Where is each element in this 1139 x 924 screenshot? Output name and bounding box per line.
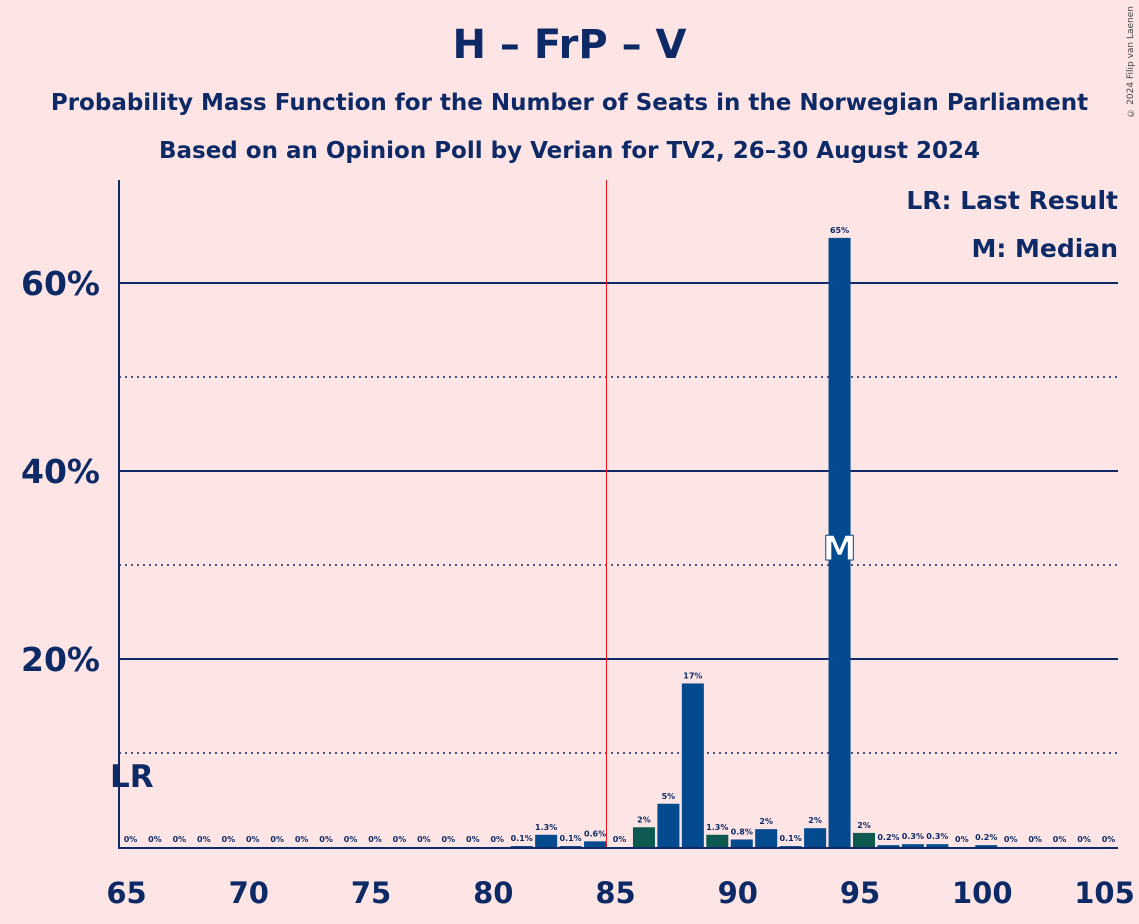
bar-value-label: 0%: [1028, 835, 1042, 844]
bar-value-label: 2%: [857, 821, 871, 830]
bar-value-label: 0%: [148, 835, 162, 844]
bar: [584, 841, 607, 847]
bar-value-label: 0.3%: [902, 832, 924, 841]
bar-value-label: 0%: [246, 835, 260, 844]
x-tick-label: 65: [106, 876, 146, 910]
bar: [657, 803, 680, 847]
bar-value-label: 1.3%: [535, 823, 557, 832]
bar-value-label: 0%: [124, 835, 138, 844]
bar-value-label: 0.8%: [731, 827, 753, 836]
bar-value-label: 0%: [197, 835, 211, 844]
bar: [853, 832, 875, 847]
bar-value-label: 0.2%: [877, 833, 899, 842]
x-tick-label: 70: [229, 876, 269, 910]
bar-value-label: 0%: [173, 835, 187, 844]
x-tick-label: 75: [351, 876, 391, 910]
x-tick-label: 80: [473, 876, 513, 910]
bar-value-label: 0%: [319, 835, 333, 844]
legend-median: M: Median: [971, 234, 1118, 263]
bar-value-label: 0%: [1004, 835, 1018, 844]
x-tick-label: 95: [840, 876, 880, 910]
y-tick-label: 40%: [21, 452, 100, 491]
bar: [828, 237, 851, 847]
x-tick-label: 105: [1074, 876, 1135, 910]
bar-value-label: 0%: [1102, 835, 1116, 844]
bar-value-label: 5%: [662, 792, 676, 801]
gridlines: 20% 40% 60%: [21, 264, 1118, 754]
bar-value-label: 0.1%: [780, 834, 802, 843]
bar-value-label: 0.3%: [926, 832, 948, 841]
bar-value-label: 0%: [1077, 835, 1091, 844]
bar: [559, 846, 582, 847]
legend-last-result: LR: Last Result: [906, 186, 1118, 215]
bar-value-label: 2%: [808, 816, 822, 825]
last-result-marker: LR: [110, 759, 154, 795]
bar-value-label: 0%: [295, 835, 309, 844]
bar-value-label: 0.1%: [511, 834, 533, 843]
bar-value-label: 0%: [955, 835, 969, 844]
bar-value-label: 2%: [759, 817, 773, 826]
chart-subtitle: Probability Mass Function for the Number…: [50, 90, 1089, 116]
bar: [926, 844, 949, 847]
bar-value-label: 1.3%: [706, 823, 728, 832]
bar-value-label: 0.6%: [584, 829, 606, 838]
bar: [706, 834, 729, 847]
bar-value-label: 0%: [393, 835, 407, 844]
median-marker: M: [823, 529, 857, 569]
bar: [730, 839, 753, 847]
x-tick-label: 90: [718, 876, 758, 910]
bar: [681, 683, 704, 847]
chart-source-subtitle: Based on an Opinion Poll by Verian for T…: [158, 138, 981, 164]
bar-value-label: 0%: [1053, 835, 1067, 844]
bar: [804, 828, 827, 847]
bar-value-label: 0%: [442, 835, 456, 844]
bar-value-label: 0%: [466, 835, 480, 844]
y-tick-label: 60%: [21, 264, 100, 303]
y-tick-label: 20%: [21, 640, 100, 679]
bar-value-label: 17%: [683, 671, 702, 680]
bar: [755, 829, 778, 847]
bar-value-label: 2%: [637, 815, 651, 824]
bar-value-label: 0.2%: [975, 833, 997, 842]
bar-value-label: 0%: [222, 835, 236, 844]
bar: [877, 845, 900, 847]
bar: [975, 845, 998, 847]
chart-title: H – FrP – V: [452, 22, 687, 68]
axes: 65 70 75 80 85 90 95 100 105 LR: [106, 180, 1135, 910]
bar: [632, 827, 655, 847]
x-tick-label: 85: [595, 876, 635, 910]
bar: [535, 834, 558, 847]
bar: [901, 844, 924, 847]
bar-value-label: 0%: [417, 835, 431, 844]
bar-value-label: 0%: [270, 835, 284, 844]
bar-value-label: 0%: [613, 835, 627, 844]
bar-value-label: 0.1%: [560, 834, 582, 843]
bar-value-label: 0%: [344, 835, 358, 844]
bar-series: 0% 0% 0% 0% 0% 0% 0% 0% 0% 0% 0% 0% 0% 0% 0% 0% 0.1%1.3%…: [124, 226, 1116, 847]
bar-value-label: 0%: [490, 835, 504, 844]
bar-value-label: 65%: [830, 226, 849, 235]
bar: [510, 846, 533, 847]
bar-value-label: 0%: [368, 835, 382, 844]
bar: [779, 846, 802, 847]
x-tick-label: 100: [952, 876, 1013, 910]
